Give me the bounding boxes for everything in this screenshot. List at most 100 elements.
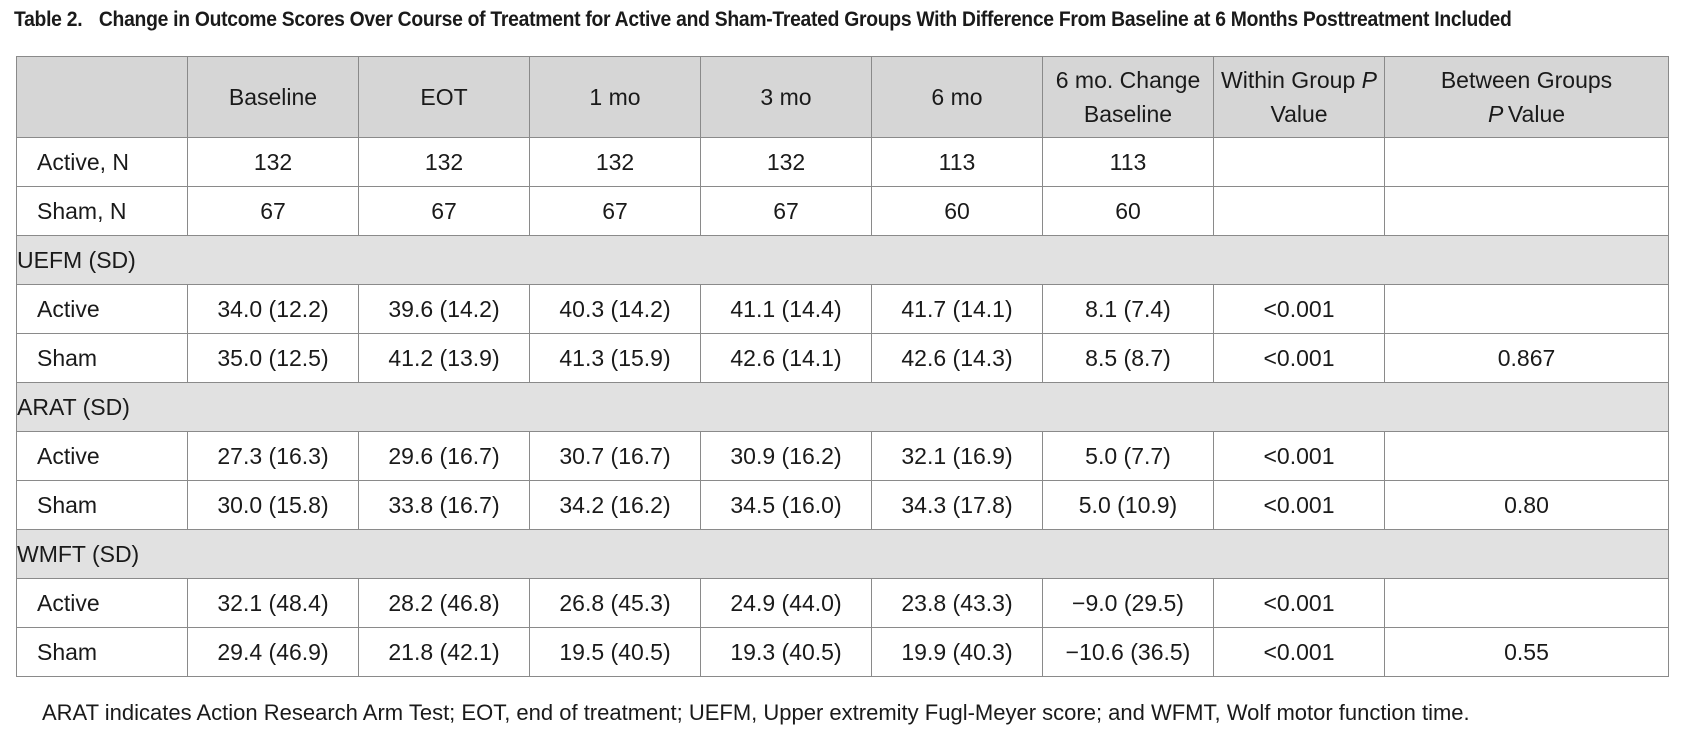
outcome-table: Baseline EOT 1 mo 3 mo 6 mo 6 mo. Change… [16,56,1669,677]
table-title: Table 2. Change in Outcome Scores Over Co… [14,8,1512,32]
cell-3mo: 19.3 (40.5) [700,627,872,677]
cell-eot: 33.8 (16.7) [358,480,530,530]
table-row: Sham 29.4 (46.9) 21.8 (42.1) 19.5 (40.5)… [16,627,1669,677]
row-label: Active [16,578,188,628]
cell-1mo: 41.3 (15.9) [529,333,701,383]
cell-baseline: 34.0 (12.2) [187,284,359,334]
cell-6mo: 19.9 (40.3) [871,627,1043,677]
cell-between-p [1384,284,1669,334]
header-change-line2: Baseline [1083,101,1173,127]
cell-eot: 132 [358,137,530,187]
cell-change: 8.5 (8.7) [1042,333,1214,383]
cell-eot: 28.2 (46.8) [358,578,530,628]
cell-between-p: 0.867 [1384,333,1669,383]
header-between-p: Between Groups P Value [1384,56,1669,138]
table-number: Table 2. [14,8,83,31]
cell-6mo: 42.6 (14.3) [871,333,1043,383]
row-label: Sham [16,627,188,677]
cell-1mo: 30.7 (16.7) [529,431,701,481]
header-blank [16,56,188,138]
section-title: WMFT (SD) [16,529,1669,579]
table-row: Active 27.3 (16.3) 29.6 (16.7) 30.7 (16.… [16,431,1669,481]
header-within-p: Within Group P Value [1213,56,1385,138]
header-between-value: Value [1507,101,1566,127]
header-within-text: Within Group [1221,67,1362,93]
cell-between-p [1384,578,1669,628]
table-footnote: ARAT indicates Action Research Arm Test;… [42,700,1470,725]
cell-6mo: 60 [871,186,1043,236]
cell-6mo: 32.1 (16.9) [871,431,1043,481]
table-caption: Change in Outcome Scores Over Course of … [98,8,1512,31]
cell-within-p: <0.001 [1213,284,1385,334]
row-label: Sham [16,333,188,383]
cell-between-p [1384,137,1669,187]
row-label: Sham [16,480,188,530]
cell-between-p: 0.55 [1384,627,1669,677]
header-1mo: 1 mo [529,56,701,138]
header-within-p-letter: P [1361,67,1377,93]
cell-eot: 21.8 (42.1) [358,627,530,677]
row-label: Active, N [16,137,188,187]
header-between-p-letter: P [1487,101,1504,127]
cell-within-p: <0.001 [1213,333,1385,383]
cell-6mo: 113 [871,137,1043,187]
cell-baseline: 132 [187,137,359,187]
cell-baseline: 29.4 (46.9) [187,627,359,677]
header-3mo: 3 mo [700,56,872,138]
header-6mo: 6 mo [871,56,1043,138]
cell-6mo: 41.7 (14.1) [871,284,1043,334]
table-row: Sham, N 67 67 67 67 60 60 [16,186,1669,236]
cell-3mo: 67 [700,186,872,236]
cell-between-p [1384,186,1669,236]
header-eot: EOT [358,56,530,138]
cell-change: 5.0 (10.9) [1042,480,1214,530]
cell-within-p [1213,186,1385,236]
cell-baseline: 32.1 (48.4) [187,578,359,628]
cell-eot: 67 [358,186,530,236]
header-between-text: Between Groups [1440,67,1613,93]
cell-1mo: 19.5 (40.5) [529,627,701,677]
row-label: Active [16,431,188,481]
cell-within-p: <0.001 [1213,578,1385,628]
cell-6mo: 34.3 (17.8) [871,480,1043,530]
cell-3mo: 42.6 (14.1) [700,333,872,383]
cell-1mo: 67 [529,186,701,236]
table-row: Sham 35.0 (12.5) 41.2 (13.9) 41.3 (15.9)… [16,333,1669,383]
table-row: Active 34.0 (12.2) 39.6 (14.2) 40.3 (14.… [16,284,1669,334]
cell-baseline: 30.0 (15.8) [187,480,359,530]
cell-between-p: 0.80 [1384,480,1669,530]
section-title: ARAT (SD) [16,382,1669,432]
table-row: Sham 30.0 (15.8) 33.8 (16.7) 34.2 (16.2)… [16,480,1669,530]
header-row: Baseline EOT 1 mo 3 mo 6 mo 6 mo. Change… [16,56,1669,138]
cell-1mo: 26.8 (45.3) [529,578,701,628]
cell-1mo: 40.3 (14.2) [529,284,701,334]
cell-within-p: <0.001 [1213,431,1385,481]
row-label: Active [16,284,188,334]
cell-baseline: 67 [187,186,359,236]
cell-between-p [1384,431,1669,481]
cell-3mo: 41.1 (14.4) [700,284,872,334]
cell-3mo: 30.9 (16.2) [700,431,872,481]
cell-baseline: 35.0 (12.5) [187,333,359,383]
cell-within-p: <0.001 [1213,627,1385,677]
cell-1mo: 132 [529,137,701,187]
section-title: UEFM (SD) [16,235,1669,285]
cell-1mo: 34.2 (16.2) [529,480,701,530]
cell-eot: 41.2 (13.9) [358,333,530,383]
cell-3mo: 24.9 (44.0) [700,578,872,628]
cell-change: −10.6 (36.5) [1042,627,1214,677]
cell-3mo: 132 [700,137,872,187]
cell-within-p [1213,137,1385,187]
section-row-arat: ARAT (SD) [16,382,1669,432]
header-change: 6 mo. Change Baseline [1042,56,1214,138]
table-row: Active 32.1 (48.4) 28.2 (46.8) 26.8 (45.… [16,578,1669,628]
cell-6mo: 23.8 (43.3) [871,578,1043,628]
cell-change: −9.0 (29.5) [1042,578,1214,628]
header-baseline: Baseline [187,56,359,138]
cell-baseline: 27.3 (16.3) [187,431,359,481]
header-change-line1: 6 mo. Change [1055,67,1201,93]
row-label: Sham, N [16,186,188,236]
section-row-wmft: WMFT (SD) [16,529,1669,579]
cell-within-p: <0.001 [1213,480,1385,530]
section-row-uefm: UEFM (SD) [16,235,1669,285]
